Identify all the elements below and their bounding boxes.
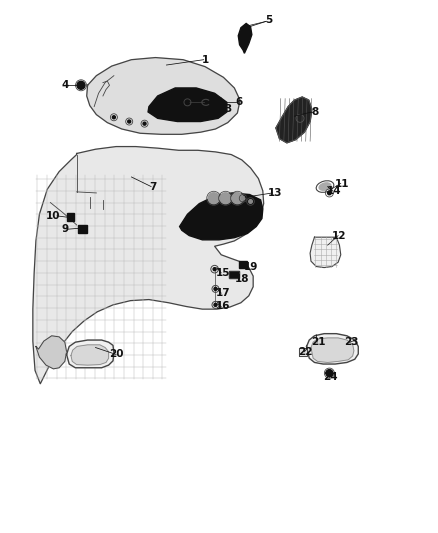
Text: 21: 21 [311,337,326,347]
Text: 3: 3 [224,104,231,114]
Circle shape [214,303,217,306]
Circle shape [208,193,219,204]
Circle shape [143,122,146,125]
Circle shape [249,200,252,203]
Text: 17: 17 [216,288,231,298]
Polygon shape [310,237,341,268]
Text: 19: 19 [244,262,258,271]
Text: 22: 22 [298,347,313,357]
Text: 13: 13 [268,188,283,198]
Circle shape [213,268,216,271]
Polygon shape [239,261,247,268]
Text: 8: 8 [312,107,319,117]
Circle shape [77,81,85,90]
Polygon shape [299,348,307,356]
Polygon shape [238,23,252,53]
Polygon shape [33,147,264,384]
Polygon shape [148,88,227,122]
Circle shape [220,193,231,204]
Circle shape [232,193,243,204]
Polygon shape [311,338,354,362]
Polygon shape [180,193,263,240]
Circle shape [214,287,217,290]
Text: 10: 10 [46,211,61,221]
Ellipse shape [319,183,331,190]
Text: 18: 18 [234,274,249,284]
Text: 20: 20 [109,350,124,359]
Circle shape [326,369,333,377]
Polygon shape [276,97,312,143]
Text: 2: 2 [215,98,223,107]
Circle shape [128,120,131,123]
Text: 5: 5 [265,15,272,25]
Text: 23: 23 [344,337,359,347]
Polygon shape [78,225,87,233]
Text: 15: 15 [216,268,231,278]
Polygon shape [87,58,240,134]
Circle shape [186,101,189,104]
Text: 6: 6 [235,98,242,107]
Polygon shape [307,334,358,364]
Polygon shape [229,271,239,278]
Circle shape [113,116,115,119]
Text: 24: 24 [323,373,338,382]
Polygon shape [71,345,109,365]
Polygon shape [67,340,114,368]
Text: 4: 4 [61,80,68,90]
Polygon shape [67,213,74,221]
Circle shape [328,191,331,195]
Text: 14: 14 [326,186,341,196]
Circle shape [241,197,245,200]
Polygon shape [36,336,67,369]
Text: 12: 12 [332,231,347,240]
Text: 1: 1 [202,55,209,64]
Text: 7: 7 [150,182,157,191]
Text: 11: 11 [335,179,350,189]
Text: 16: 16 [216,302,231,311]
Text: 9: 9 [61,224,68,234]
